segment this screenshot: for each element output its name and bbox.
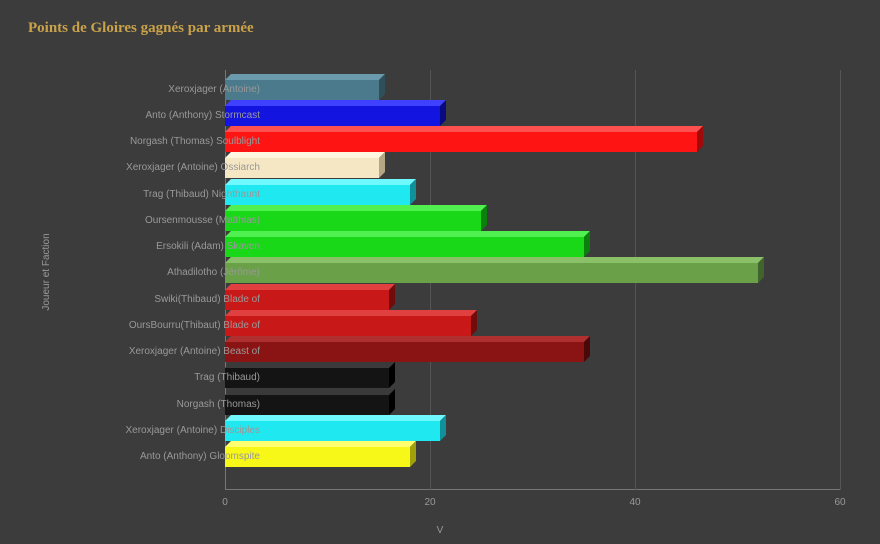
category-label: Trag (Thibaud) <box>60 372 260 383</box>
x-tick-label: 40 <box>629 497 640 508</box>
bar <box>225 342 584 362</box>
bar-front-face <box>225 263 758 283</box>
bar <box>225 132 697 152</box>
category-label: Athadilotho (Jérôme) <box>60 267 260 278</box>
category-label: Ersokili (Adam) Skaven <box>60 241 260 252</box>
x-axis-label: V <box>437 525 444 536</box>
category-label: Anto (Anthony) Stormcast <box>60 110 260 121</box>
category-label: Oursenmousse (Matthias) <box>60 215 260 226</box>
bar-chart: 0204060 <box>225 70 840 490</box>
bar-front-face <box>225 132 697 152</box>
bar-side-face <box>410 441 416 467</box>
plot-area: 0204060 <box>225 70 840 490</box>
bar-side-face <box>758 257 764 283</box>
category-label: Swiki(Thibaud) Blade of <box>60 294 260 305</box>
gridline <box>840 70 841 490</box>
bar-side-face <box>440 415 446 441</box>
category-label: Anto (Anthony) Gloomspite <box>60 451 260 462</box>
bar-side-face <box>584 231 590 257</box>
bar-side-face <box>389 389 395 415</box>
bar-side-face <box>379 152 385 178</box>
bar-side-face <box>584 336 590 362</box>
bar-side-face <box>379 74 385 100</box>
bar-side-face <box>697 126 703 152</box>
bar-side-face <box>481 205 487 231</box>
category-label: Norgash (Thomas) <box>60 399 260 410</box>
category-label: Xeroxjager (Antoine) Disciples <box>60 425 260 436</box>
bar-front-face <box>225 237 584 257</box>
x-tick-label: 60 <box>834 497 845 508</box>
category-label: Norgash (Thomas) Soulblight <box>60 136 260 147</box>
bar-front-face <box>225 342 584 362</box>
bar-front-face <box>225 316 471 336</box>
x-tick-label: 0 <box>222 497 228 508</box>
category-label: Xeroxjager (Antoine) Ossiarch <box>60 162 260 173</box>
bar-side-face <box>389 362 395 388</box>
x-tick-label: 20 <box>424 497 435 508</box>
bar <box>225 211 481 231</box>
bar <box>225 316 471 336</box>
category-label: OursBourru(Thibaut) Blade of <box>60 320 260 331</box>
category-label: Trag (Thibaud) Nighthaunt <box>60 189 260 200</box>
x-axis-line <box>225 489 840 490</box>
bar <box>225 263 758 283</box>
bar-side-face <box>440 100 446 126</box>
y-axis-label: Joueur et Faction <box>41 233 52 310</box>
bar <box>225 237 584 257</box>
chart-title: Points de Gloires gagnés par armée <box>28 20 254 37</box>
bar-side-face <box>389 284 395 310</box>
bar-side-face <box>471 310 477 336</box>
category-label: Xeroxjager (Antoine) <box>60 84 260 95</box>
category-label: Xeroxjager (Antoine) Beast of <box>60 346 260 357</box>
bar-front-face <box>225 211 481 231</box>
